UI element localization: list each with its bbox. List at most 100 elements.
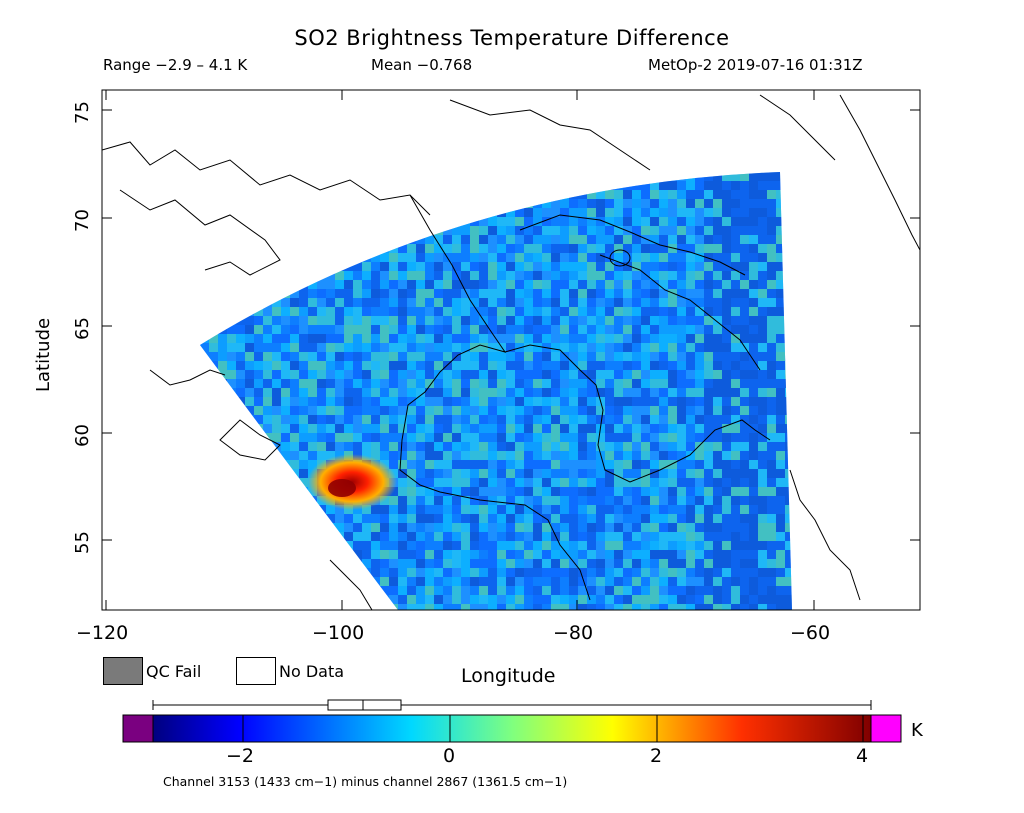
swath-pixel — [281, 415, 290, 424]
swath-pixel — [398, 415, 407, 424]
swath-pixel — [236, 550, 245, 559]
swath-pixel — [371, 604, 380, 610]
swath-pixel — [425, 325, 434, 334]
swath-pixel — [506, 514, 515, 523]
swath-pixel — [380, 307, 389, 316]
swath-pixel — [695, 541, 704, 550]
swath-pixel — [317, 505, 326, 514]
swath-pixel — [371, 280, 380, 289]
swath-pixel — [776, 532, 785, 541]
swath-pixel — [452, 397, 461, 406]
swath-pixel — [785, 406, 792, 415]
swath-pixel — [308, 316, 317, 325]
swath-pixel — [659, 586, 668, 595]
swath-pixel — [236, 487, 245, 496]
swath-pixel — [488, 406, 497, 415]
swath-pixel — [380, 442, 389, 451]
swath-pixel — [200, 316, 209, 325]
swath-pixel — [398, 190, 407, 199]
swath-pixel — [551, 226, 560, 235]
swath-pixel — [632, 604, 641, 610]
swath-pixel — [632, 289, 641, 298]
swath-pixel — [389, 262, 398, 271]
swath-pixel — [560, 424, 569, 433]
swath-pixel — [668, 172, 677, 181]
swath-pixel — [677, 433, 686, 442]
swath-pixel — [623, 334, 632, 343]
swath-pixel — [290, 379, 299, 388]
swath-pixel — [236, 505, 245, 514]
swath-pixel — [605, 370, 614, 379]
swath-pixel — [209, 316, 218, 325]
swath-pixel — [569, 379, 578, 388]
swath-pixel — [425, 514, 434, 523]
swath-pixel — [605, 325, 614, 334]
swath-pixel — [389, 514, 398, 523]
swath-pixel — [299, 514, 308, 523]
swath-pixel — [578, 397, 587, 406]
swath-pixel — [578, 217, 587, 226]
swath-pixel — [416, 595, 425, 604]
swath-pixel — [758, 298, 767, 307]
swath-pixel — [731, 397, 740, 406]
swath-pixel — [443, 388, 452, 397]
swath-pixel — [281, 577, 290, 586]
swath-pixel — [668, 442, 677, 451]
swath-pixel — [254, 307, 263, 316]
swath-pixel — [713, 316, 722, 325]
swath-pixel — [317, 523, 326, 532]
swath-pixel — [362, 433, 371, 442]
swath-pixel — [641, 271, 650, 280]
xtick-60: −60 — [790, 622, 831, 644]
swath-pixel — [578, 307, 587, 316]
swath-pixel — [443, 433, 452, 442]
swath-pixel — [290, 469, 299, 478]
swath-pixel — [731, 379, 740, 388]
swath-pixel — [461, 577, 470, 586]
swath-pixel — [560, 298, 569, 307]
swath-pixel — [461, 478, 470, 487]
swath-pixel — [317, 397, 326, 406]
swath-pixel — [479, 523, 488, 532]
swath-pixel — [407, 523, 416, 532]
swath-pixel — [344, 604, 353, 610]
swath-pixel — [587, 469, 596, 478]
swath-pixel — [398, 235, 407, 244]
swath-pixel — [434, 298, 443, 307]
swath-pixel — [650, 217, 659, 226]
swath-pixel — [731, 253, 740, 262]
swath-pixel — [740, 604, 749, 610]
swath-pixel — [380, 550, 389, 559]
swath-pixel — [308, 307, 317, 316]
swath-pixel — [614, 217, 623, 226]
swath-pixel — [425, 316, 434, 325]
swath-pixel — [668, 433, 677, 442]
swath-pixel — [236, 181, 245, 190]
swath-pixel — [749, 451, 758, 460]
swath-pixel — [281, 595, 290, 604]
swath-pixel — [668, 244, 677, 253]
swath-pixel — [461, 487, 470, 496]
swath-pixel — [308, 604, 317, 610]
swath-pixel — [542, 595, 551, 604]
swath-pixel — [605, 262, 614, 271]
swath-pixel — [227, 487, 236, 496]
swath-pixel — [425, 523, 434, 532]
swath-pixel — [254, 532, 263, 541]
swath-pixel — [659, 280, 668, 289]
swath-pixel — [560, 595, 569, 604]
swath-pixel — [722, 244, 731, 253]
swath-pixel — [236, 244, 245, 253]
swath-pixel — [317, 586, 326, 595]
swath-pixel — [659, 298, 668, 307]
swath-pixel — [389, 217, 398, 226]
swath-pixel — [398, 541, 407, 550]
swath-pixel — [218, 406, 227, 415]
swath-pixel — [443, 586, 452, 595]
swath-pixel — [650, 343, 659, 352]
swath-pixel — [326, 262, 335, 271]
swath-pixel — [488, 271, 497, 280]
swath-pixel — [416, 442, 425, 451]
swath-pixel — [524, 343, 533, 352]
swath-pixel — [704, 451, 713, 460]
